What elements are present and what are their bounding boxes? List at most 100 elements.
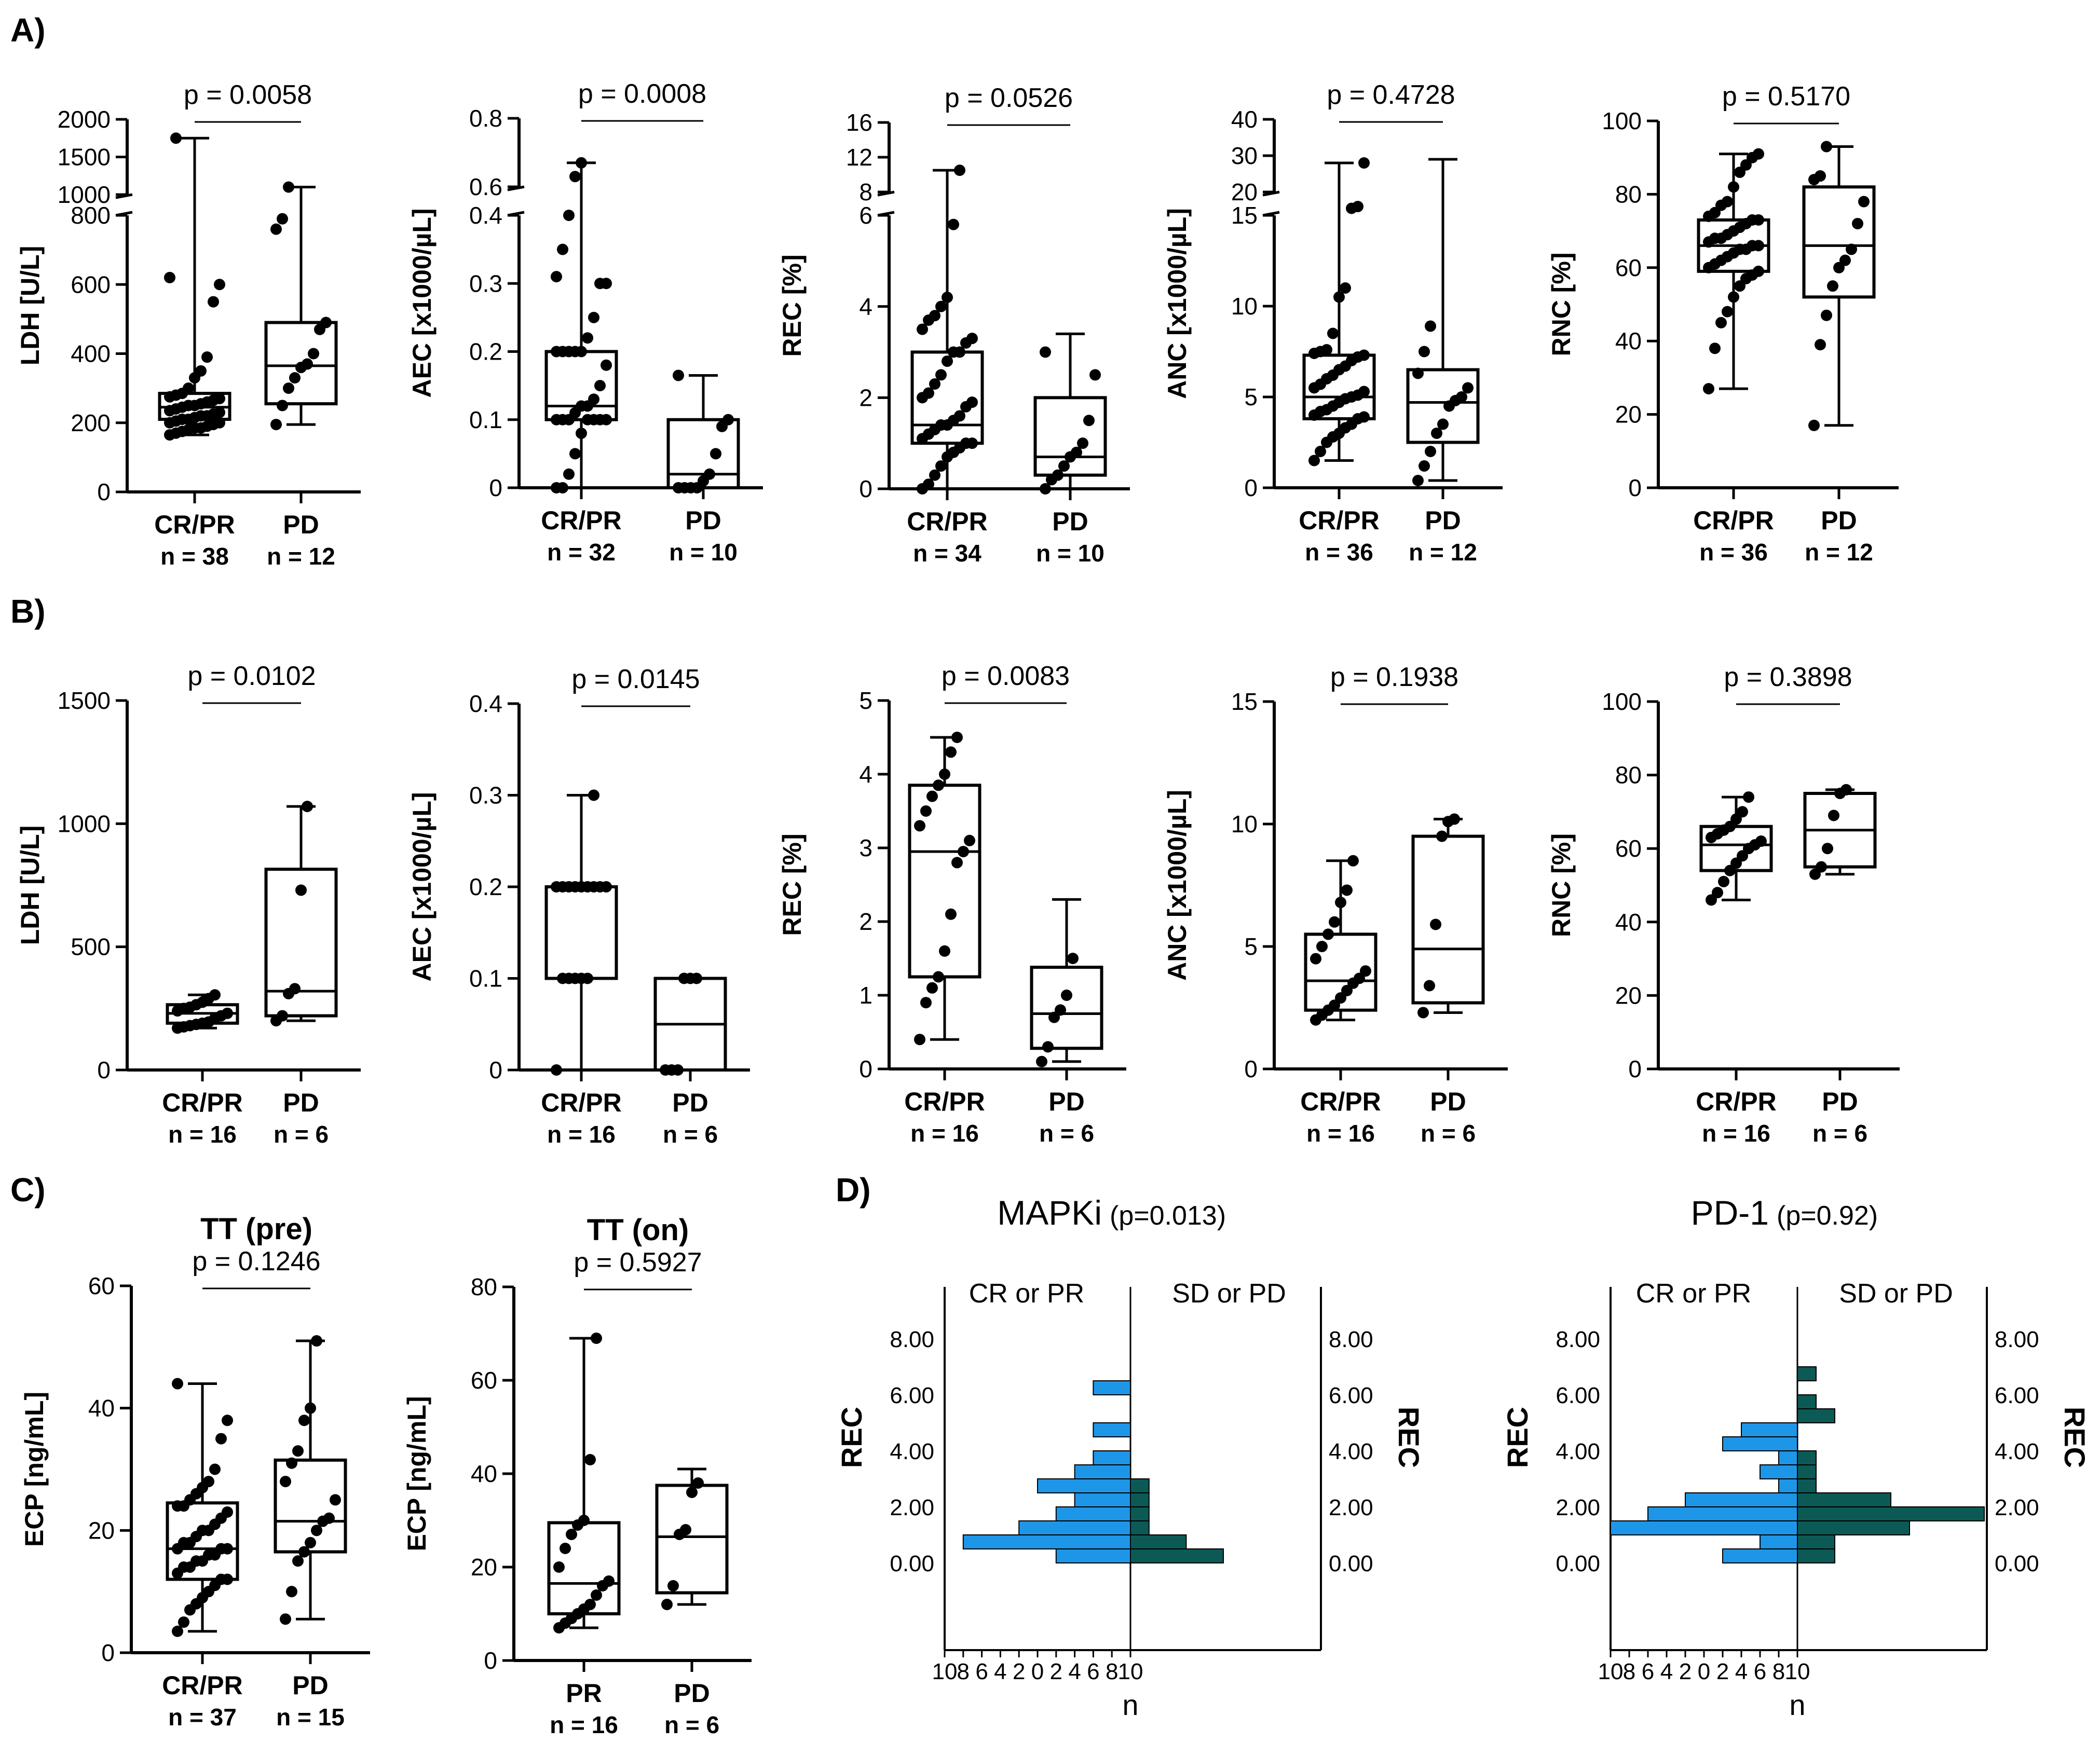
chart4-data-point bbox=[1821, 309, 1832, 321]
chart10-data-point bbox=[292, 1555, 304, 1567]
chart10-data-point bbox=[172, 1378, 183, 1390]
chart2-data-point bbox=[1089, 369, 1101, 381]
chart9-box bbox=[1699, 825, 1773, 872]
chart10-group-label: CR/PR bbox=[162, 1671, 243, 1700]
chart13-left-group-label: CR or PR bbox=[1636, 1279, 1751, 1309]
chart0-data-point bbox=[201, 351, 213, 363]
chart8-y-tick-label: 0 bbox=[1244, 1055, 1258, 1082]
chart9-y-tick-label: 100 bbox=[1602, 688, 1642, 715]
chart0-data-point bbox=[214, 406, 225, 418]
panel-label-a: A) bbox=[10, 11, 46, 49]
chart0-data-point bbox=[302, 358, 313, 370]
chart0-data-point bbox=[164, 271, 175, 283]
chart10-data-point bbox=[305, 1402, 316, 1414]
chart8-n-label: n = 6 bbox=[1421, 1120, 1476, 1147]
chart8-group-label: CR/PR bbox=[1300, 1087, 1381, 1116]
chart9-data-point bbox=[1816, 861, 1827, 873]
chart8-y-axis-label: ANC [x1000/µL] bbox=[1163, 790, 1192, 981]
chart12-bar-sd-or-pd bbox=[1130, 1548, 1224, 1563]
chart7-y-tick-label: 3 bbox=[859, 834, 872, 861]
chart10-title: TT (pre) bbox=[200, 1212, 312, 1246]
chart7-y-tick-label: 5 bbox=[859, 687, 872, 714]
chart7-y-tick-label: 2 bbox=[859, 908, 872, 935]
chart4-data-point bbox=[1722, 306, 1733, 318]
chart13-bar-sd-or-pd bbox=[1797, 1450, 1817, 1465]
chart1-y-tick-label: 0.3 bbox=[469, 270, 502, 297]
chart4-y-tick-label: 40 bbox=[1615, 327, 1642, 354]
chart3-data-point bbox=[1462, 382, 1474, 394]
chart2-n-label: n = 10 bbox=[1036, 540, 1104, 567]
chart5-box bbox=[264, 868, 338, 1018]
chart2-data-point bbox=[917, 323, 928, 335]
chart10-data-point bbox=[222, 1543, 233, 1555]
chart8-data-point bbox=[1347, 855, 1359, 867]
chart7-data-point bbox=[945, 908, 957, 920]
chart10-group-label: PD bbox=[292, 1671, 328, 1700]
chart1-data-point bbox=[601, 414, 612, 426]
chart11-data-point bbox=[680, 1524, 691, 1535]
chart8-data-point bbox=[1430, 918, 1441, 930]
chart13-left-tick-label: 4.00 bbox=[1556, 1439, 1600, 1464]
chart12-bar-cr-or-pr bbox=[1093, 1380, 1131, 1395]
chart2-data-point bbox=[935, 300, 947, 312]
chart7-data-point bbox=[914, 820, 925, 832]
chart8-y-tick-label: 10 bbox=[1231, 811, 1258, 838]
chart7-y-tick-label: 1 bbox=[859, 982, 872, 1009]
chart8-data-point bbox=[1341, 884, 1353, 896]
chart5-n-label: n = 6 bbox=[274, 1121, 329, 1148]
chart3-y-tick-label: 0 bbox=[1244, 474, 1258, 501]
chart13-right-tick-label: 4.00 bbox=[1995, 1439, 2039, 1464]
chart10-data-point bbox=[222, 1506, 233, 1518]
chart1-group-label: PD bbox=[685, 506, 721, 535]
chart11-data-point bbox=[667, 1580, 679, 1591]
chart6-y-axis-label: AEC [x1000/µL] bbox=[407, 792, 437, 981]
chart10-p-value-label: p = 0.1246 bbox=[192, 1246, 320, 1277]
chart12-x-tick-label: 4 bbox=[994, 1659, 1006, 1684]
chart0-group-label: CR/PR bbox=[154, 510, 235, 539]
chart6-data-point bbox=[582, 972, 593, 984]
chart1-data-point bbox=[569, 448, 581, 460]
chart4-data-point bbox=[1858, 196, 1870, 208]
chart4-box bbox=[1802, 185, 1876, 299]
chart4-data-point bbox=[1846, 243, 1857, 255]
chart10-data-point bbox=[280, 1476, 291, 1488]
chart1-y-tick-label: 0 bbox=[489, 474, 502, 501]
chart11-y-tick-label: 60 bbox=[471, 1367, 497, 1394]
chart0-data-point bbox=[283, 382, 294, 394]
chart2-data-point bbox=[954, 164, 965, 176]
chart12-right-group-label: SD or PD bbox=[1172, 1279, 1286, 1309]
chart3-data-point bbox=[1419, 460, 1430, 472]
chart12-bar-cr-or-pr bbox=[962, 1534, 1131, 1549]
chart10-n-label: n = 15 bbox=[276, 1704, 345, 1731]
chart3-data-point bbox=[1437, 418, 1449, 430]
chart12-x-tick-label: 2 bbox=[1013, 1659, 1025, 1684]
chart2-n-label: n = 34 bbox=[913, 540, 981, 567]
chart8-data-point bbox=[1316, 941, 1328, 952]
chart4-data-point bbox=[1753, 148, 1764, 160]
chart9-data-point bbox=[1822, 843, 1833, 855]
chart11-data-point bbox=[661, 1599, 673, 1610]
chart11-data-point bbox=[553, 1561, 565, 1573]
chart8-data-point bbox=[1329, 916, 1340, 928]
chart7-data-point bbox=[945, 746, 957, 758]
chart4-data-point bbox=[1815, 339, 1826, 351]
chart11-group-label: PR bbox=[566, 1679, 602, 1708]
chart13-left-tick-label: 8.00 bbox=[1556, 1327, 1600, 1352]
chart2-axis-break-mark bbox=[877, 190, 895, 197]
chart9-y-tick-label: 60 bbox=[1615, 835, 1642, 862]
chart0-data-point bbox=[195, 365, 207, 377]
chart10-n-label: n = 37 bbox=[168, 1704, 237, 1731]
chart4-y-tick-label: 100 bbox=[1602, 107, 1642, 134]
chart7-data-point bbox=[939, 945, 950, 957]
chart12-left-tick-label: 8.00 bbox=[890, 1327, 934, 1352]
chart13-right-tick-label: 0.00 bbox=[1995, 1551, 2039, 1576]
chart12-x-tick-label: 6 bbox=[1087, 1659, 1099, 1684]
chart4-y-tick-label: 20 bbox=[1615, 401, 1642, 428]
chart11-p-value-label: p = 0.5927 bbox=[574, 1247, 702, 1278]
chart10-data-point bbox=[280, 1613, 291, 1625]
chart0-y-tick-label: 2000 bbox=[58, 106, 111, 133]
chart0-axis-break-mark bbox=[115, 193, 133, 199]
chart9-data-point bbox=[1737, 806, 1748, 818]
chart6-box bbox=[544, 885, 618, 980]
chart12-x-tick-label: 10 bbox=[932, 1659, 958, 1684]
